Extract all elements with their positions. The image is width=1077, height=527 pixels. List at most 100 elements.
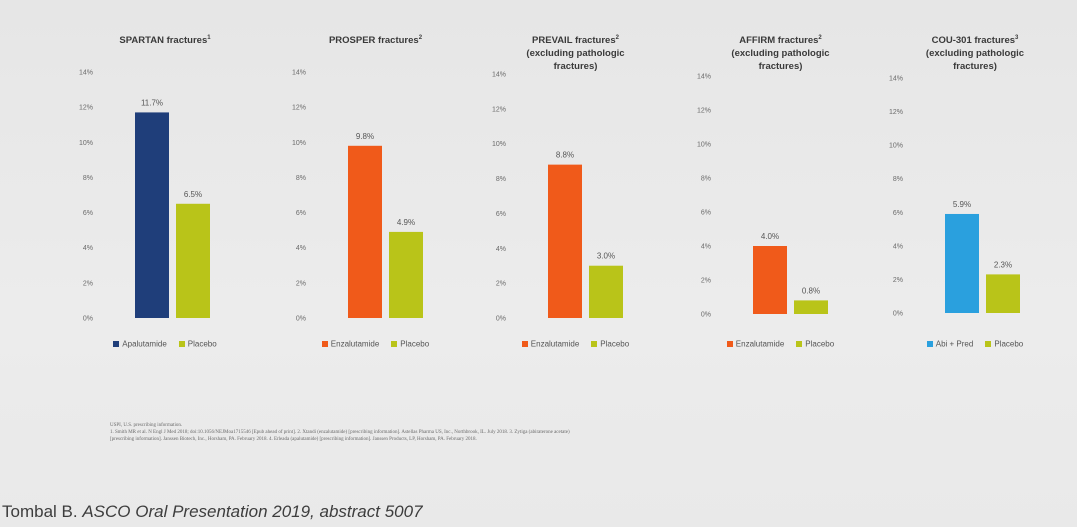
data-label: 9.8%: [356, 132, 374, 141]
legend-label: Abi + Pred: [935, 339, 974, 349]
bar-placebo: [589, 265, 623, 318]
citation: Tombal B. ASCO Oral Presentation 2019, a…: [2, 502, 423, 522]
chart-title-reference: 2: [615, 35, 619, 41]
data-label: 0.8%: [802, 286, 820, 295]
legend-label: Enzalutamide: [735, 339, 785, 349]
chart-subtitle: (excluding pathologic fractures): [526, 48, 625, 73]
y-tick-label: 10%: [889, 143, 903, 150]
citation-author: Tombal B.: [2, 502, 78, 521]
chart-title: AFFIRM fractures2 (excluding pathologic f…: [683, 32, 878, 73]
data-label: 11.7%: [141, 98, 163, 107]
chart-plot: 0% 2% 4% 6% 8% 10% 12% 14% 4.0% 0.8%: [697, 74, 828, 319]
y-tick-label: 0%: [296, 316, 306, 323]
chart-panel-affirm: AFFIRM fractures2 (excluding pathologic f…: [683, 0, 878, 370]
legend-item: Enzalutamide: [321, 339, 380, 349]
y-tick-label: 4%: [496, 246, 506, 253]
legend-label: Apalutamide: [122, 339, 167, 349]
bar-abi-pred: [945, 213, 979, 313]
reference-line-1: 1. Smith MR et al. N Engl J Med 2018; do…: [110, 430, 570, 435]
chart-title-reference: 3: [1015, 35, 1019, 41]
chart-plot: 0% 2% 4% 6% 8% 10% 12% 14% 8.8% 3.0%: [492, 72, 623, 323]
legend-item: Placebo: [985, 339, 1023, 348]
chart-plot: 0% 2% 4% 6% 8% 10% 12% 14% 5.9% 2.3%: [889, 76, 1020, 318]
y-tick-label: 12%: [492, 106, 506, 113]
chart-legend: Apalutamide Placebo: [65, 339, 265, 348]
legend-item: Placebo: [591, 339, 629, 348]
y-tick-label: 10%: [492, 141, 506, 148]
y-tick-label: 4%: [893, 243, 903, 250]
y-tick-label: 14%: [697, 74, 711, 81]
chart-title-reference: 2: [818, 35, 822, 41]
y-tick-label: 12%: [79, 105, 93, 112]
legend-swatch: [521, 340, 528, 347]
y-tick-label: 4%: [83, 245, 93, 252]
legend-label: Enzalutamide: [530, 339, 580, 349]
y-tick-label: 2%: [893, 277, 903, 284]
reference-line-2: [prescribing information]. Janssen Biote…: [110, 437, 477, 442]
y-tick-label: 14%: [292, 70, 306, 77]
chart-title-text: PROSPER fractures: [328, 35, 419, 47]
bar-placebo: [794, 300, 828, 314]
y-tick-label: 4%: [296, 245, 306, 252]
citation-source: ASCO Oral Presentation 2019, abstract 50…: [82, 502, 423, 521]
y-tick-label: 6%: [893, 210, 903, 217]
y-tick-label: 6%: [296, 210, 306, 217]
y-tick-label: 2%: [701, 278, 711, 285]
legend-item: Placebo: [796, 339, 834, 348]
legend-item: Abi + Pred: [926, 339, 974, 349]
legend-item: Enzalutamide: [521, 339, 580, 349]
y-tick-label: 12%: [889, 109, 903, 116]
legend-label: Placebo: [805, 339, 835, 349]
bar-enzalutamide: [348, 145, 382, 318]
data-label: 2.3%: [994, 260, 1012, 269]
y-tick-label: 10%: [79, 140, 93, 147]
legend-swatch: [321, 340, 328, 347]
chart-plot: 0% 2% 4% 6% 8% 10% 12% 14% 9.8% 4.9%: [292, 70, 423, 323]
chart-title-text: COU-301 fractures: [931, 35, 1016, 47]
y-tick-label: 10%: [292, 140, 306, 147]
bar-placebo: [986, 274, 1020, 313]
y-tick-label: 12%: [697, 108, 711, 115]
data-label: 8.8%: [556, 151, 574, 160]
chart-legend: Enzalutamide Placebo: [683, 339, 878, 348]
chart-legend: Abi + Pred Placebo: [875, 339, 1075, 348]
y-tick-label: 6%: [83, 210, 93, 217]
bar-placebo: [389, 231, 423, 318]
data-label: 5.9%: [953, 200, 971, 209]
chart-title: PROSPER fractures2: [278, 32, 473, 47]
legend-swatch: [591, 340, 598, 347]
chart-panel-prosper: PROSPER fractures2 0% 2% 4% 6% 8% 10% 12% 14% 9.8…: [278, 0, 473, 370]
y-tick-label: 6%: [496, 211, 506, 218]
legend-item: Enzalutamide: [726, 339, 785, 349]
chart-title-text: AFFIRM fractures: [739, 35, 819, 47]
y-tick-label: 8%: [496, 176, 506, 183]
legend-label: Enzalutamide: [330, 339, 380, 349]
legend-item: Placebo: [178, 339, 217, 348]
legend-swatch: [178, 340, 185, 347]
y-tick-label: 14%: [492, 72, 506, 79]
y-tick-label: 10%: [697, 142, 711, 149]
legend-label: Placebo: [600, 339, 630, 349]
chart-title-text: PREVAIL fractures: [532, 35, 616, 47]
y-tick-label: 8%: [701, 176, 711, 183]
bar-enzalutamide: [548, 164, 582, 318]
chart-title: SPARTAN fractures1: [65, 32, 265, 47]
chart-legend: Enzalutamide Placebo: [478, 339, 673, 348]
y-tick-label: 14%: [889, 76, 903, 83]
chart-title-reference: 2: [418, 35, 423, 41]
y-tick-label: 2%: [296, 280, 306, 287]
y-tick-label: 0%: [701, 312, 711, 319]
data-label: 6.5%: [184, 190, 202, 199]
legend-swatch: [726, 340, 733, 347]
legend-swatch: [985, 340, 992, 347]
chart-panel-cou301: COU-301 fractures3 (excluding pathologic …: [875, 0, 1075, 370]
bar-apalutamide: [135, 112, 169, 319]
legend-swatch: [926, 340, 933, 347]
y-tick-label: 12%: [292, 105, 306, 112]
references: USPI, U.S. prescribing information. 1. S…: [110, 422, 1040, 443]
chart-subtitle: (excluding pathologic fractures): [731, 48, 830, 73]
reference-line-abbrev: USPI, U.S. prescribing information.: [110, 423, 183, 428]
legend-item: Apalutamide: [113, 339, 167, 349]
legend-item: Placebo: [391, 339, 429, 348]
